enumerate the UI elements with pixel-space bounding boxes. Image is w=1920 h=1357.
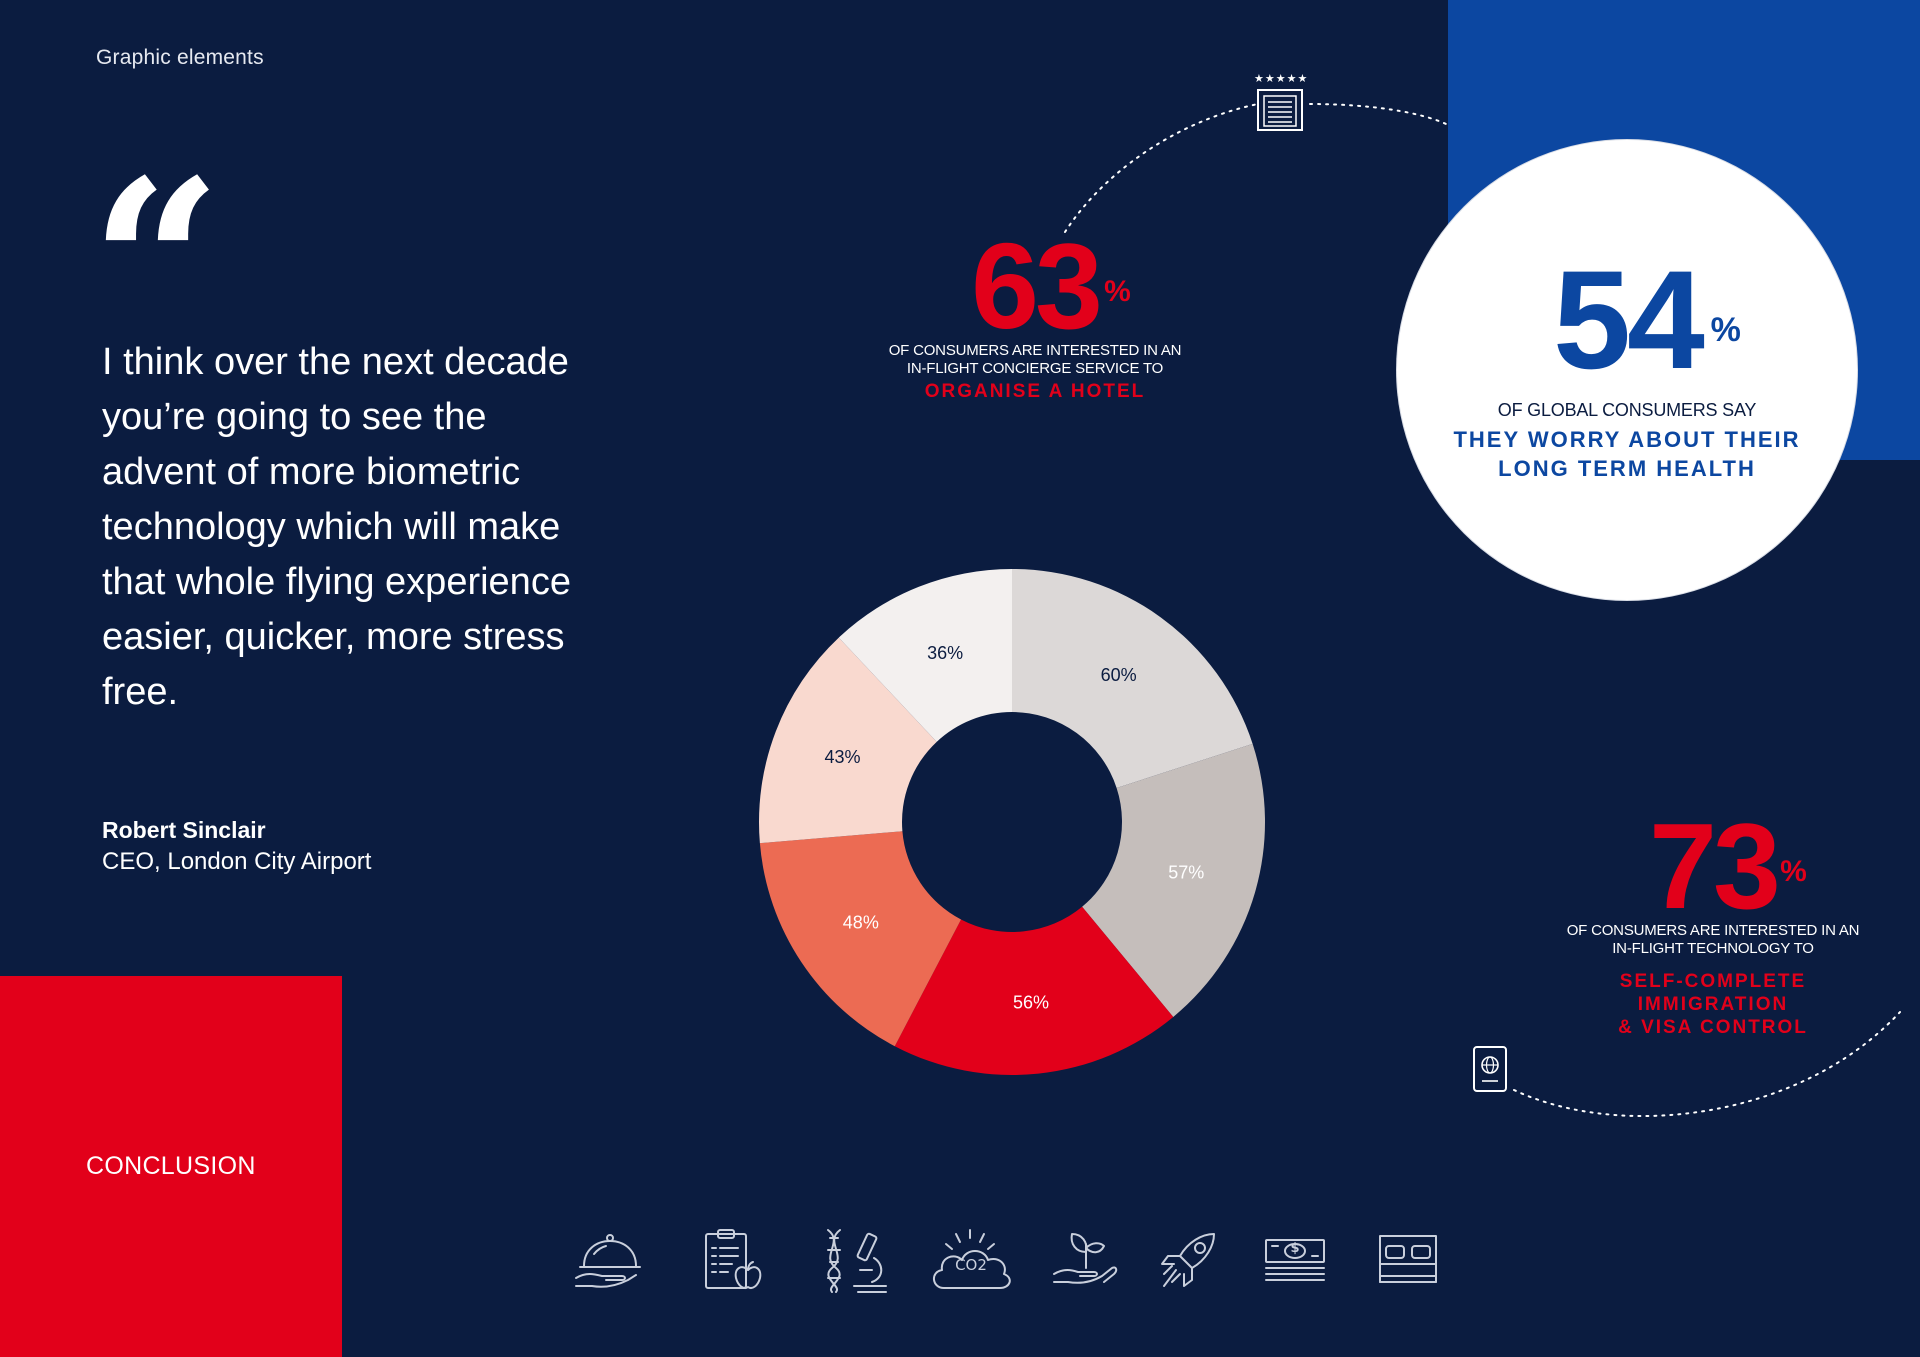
donut-segment-label-4: 48% [843, 912, 879, 932]
immigration-stat-emphasis-line: & VISA CONTROL [1618, 1017, 1808, 1038]
immigration-stat-unit: % [1780, 855, 1807, 888]
passport-dotted-arc [1513, 1011, 1901, 1117]
conclusion-link[interactable]: CONCLUSION [86, 1152, 256, 1180]
health-stat-unit: % [1710, 311, 1741, 349]
hotel-dotted-arc [1064, 103, 1259, 233]
donut-segment-3 [894, 906, 1174, 1076]
hotel-stat: 63% OF CONSUMERS ARE INTERESTED IN AN IN… [870, 225, 1200, 403]
hotel-stars: ★★★★★ [1254, 72, 1309, 85]
health-stat-description-line: OF GLOBAL CONSUMERS SAY [1497, 400, 1757, 420]
hotel-stat-description-line: OF CONSUMERS ARE INTERESTED IN AN [888, 342, 1182, 359]
immigration-stat-value: 73 [1649, 798, 1781, 934]
donut-segment-4 [759, 831, 962, 1047]
quote-author-role: CEO, London City Airport [102, 848, 372, 875]
dna-microscope-icon [814, 1220, 894, 1300]
donut-segment-5 [759, 637, 937, 844]
hotel-stat-description: OF CONSUMERS ARE INTERESTED IN AN IN-FLI… [870, 342, 1200, 378]
health-stat: 54% OF GLOBAL CONSUMERS SAY THEY WORRY A… [1397, 250, 1857, 483]
donut-segment-label-5: 43% [825, 747, 861, 767]
donut-segment-label-6: 36% [927, 643, 963, 663]
health-stat-figure: 54% [1553, 250, 1741, 390]
immigration-stat-emphasis: SELF-COMPLETE IMMIGRATION & VISA CONTROL [1548, 970, 1878, 1039]
hotel-building-icon: ★★★★★ [1250, 72, 1316, 134]
hotel-to-circle-dotted-line [1309, 103, 1447, 125]
health-stat-emphasis-line: THEY WORRY ABOUT THEIR [1453, 427, 1801, 452]
donut-segment-2 [1082, 743, 1265, 1017]
health-stat-circle [1397, 140, 1857, 600]
hotel-stat-description-line: IN-FLIGHT CONCIERGE SERVICE TO [906, 360, 1164, 377]
bed-icon [1368, 1220, 1448, 1300]
section-label: Graphic elements [96, 46, 264, 69]
immigration-stat-emphasis-line: IMMIGRATION [1637, 994, 1789, 1015]
co2-cloud-icon: CO2 [926, 1222, 1016, 1302]
immigration-stat-description-line: OF CONSUMERS ARE INTERESTED IN AN [1566, 922, 1860, 939]
rocket-icon [1150, 1220, 1230, 1300]
money-symbol: $ [1290, 1241, 1300, 1256]
donut-segment-label-3: 56% [1013, 993, 1049, 1013]
quote-text: I think over the next decade you’re goin… [102, 341, 571, 713]
cloche-serving-icon [570, 1220, 650, 1300]
quote-author: Robert Sinclair [102, 817, 266, 843]
donut-segment-label-1: 60% [1101, 665, 1137, 685]
health-stat-emphasis-line: LONG TERM HEALTH [1498, 456, 1756, 481]
co2-text: CO2 [955, 1256, 987, 1274]
quote-mark: “ [90, 130, 223, 400]
donut-segment-6 [838, 569, 1012, 742]
passport-icon [1472, 1045, 1508, 1093]
immigration-stat-figure: 73% [1649, 805, 1807, 927]
hotel-stat-unit: % [1104, 275, 1131, 308]
hotel-stat-emphasis-line: ORGANISE A HOTEL [924, 381, 1146, 402]
hotel-stat-value: 63 [971, 218, 1103, 354]
hotel-stat-figure: 63% [971, 225, 1131, 347]
donut-segment-1 [1012, 569, 1253, 789]
immigration-stat: 73% OF CONSUMERS ARE INTERESTED IN AN IN… [1548, 805, 1878, 1039]
health-stat-description: OF GLOBAL CONSUMERS SAY [1397, 399, 1857, 421]
health-stat-value: 54 [1553, 241, 1705, 398]
clipboard-apple-icon [696, 1220, 776, 1300]
immigration-stat-description-line: IN-FLIGHT TECHNOLOGY TO [1612, 940, 1814, 957]
plant-hand-icon [1046, 1218, 1126, 1298]
money-stack-icon: $ [1262, 1220, 1328, 1300]
hotel-stat-emphasis: ORGANISE A HOTEL [870, 381, 1200, 403]
donut-segment-label-2: 57% [1168, 863, 1204, 883]
conclusion-panel[interactable] [0, 976, 342, 1357]
immigration-stat-emphasis-line: SELF-COMPLETE [1619, 971, 1807, 992]
immigration-stat-description: OF CONSUMERS ARE INTERESTED IN AN IN-FLI… [1548, 922, 1878, 958]
health-stat-emphasis: THEY WORRY ABOUT THEIR LONG TERM HEALTH [1397, 425, 1857, 483]
